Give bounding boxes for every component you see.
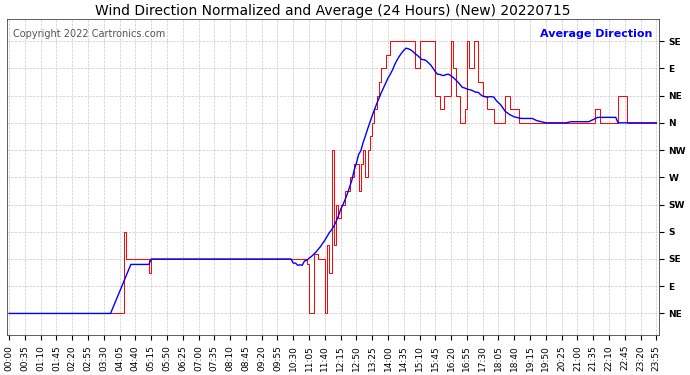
Title: Wind Direction Normalized and Average (24 Hours) (New) 20220715: Wind Direction Normalized and Average (2… <box>95 4 571 18</box>
Text: Copyright 2022 Cartronics.com: Copyright 2022 Cartronics.com <box>13 29 166 39</box>
Text: Average Direction: Average Direction <box>540 29 652 39</box>
